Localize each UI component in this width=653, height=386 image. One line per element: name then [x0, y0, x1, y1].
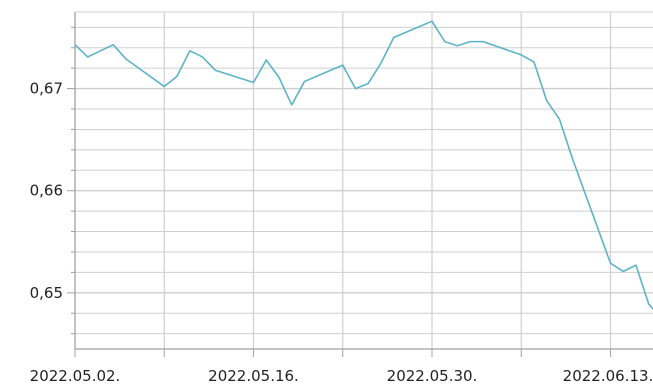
y-tick-label: 0,65: [30, 284, 63, 302]
series-layer: [74, 20, 653, 311]
x-tick-label: 2022.06.13.: [563, 367, 653, 385]
y-tick-label: 0,66: [30, 182, 63, 200]
tick-labels: 0,65 0,66 0,67 2022.05.02. 2022.05.16. 2022.0…: [30, 80, 653, 385]
grid: [74, 11, 653, 349]
x-tick-label: 2022.05.16.: [208, 367, 299, 385]
axes: [67, 12, 653, 357]
x-tick-label: 2022.05.30.: [387, 367, 478, 385]
x-tick-label: 2022.05.02.: [30, 367, 121, 385]
series-line: [74, 20, 653, 311]
y-tick-label: 0,67: [30, 80, 63, 98]
